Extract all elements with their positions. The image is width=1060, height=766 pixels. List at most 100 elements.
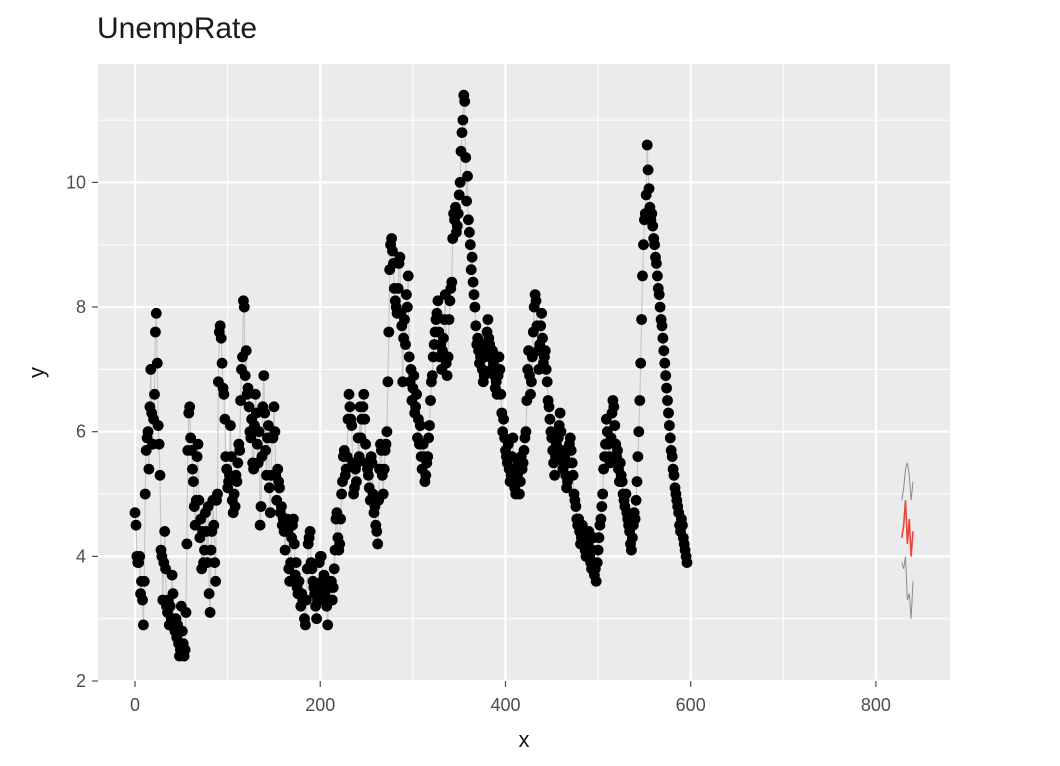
data-point: [363, 469, 374, 481]
data-point: [652, 270, 663, 282]
y-tick-label: 10: [66, 172, 86, 192]
data-point: [464, 226, 475, 238]
data-point: [304, 526, 316, 537]
data-point: [293, 575, 305, 587]
data-point: [149, 388, 160, 400]
data-point: [453, 189, 465, 201]
data-point: [632, 451, 644, 462]
data-point: [446, 276, 458, 288]
data-point: [130, 519, 142, 531]
data-point: [517, 457, 529, 469]
data-point: [514, 476, 526, 487]
data-point: [167, 588, 179, 600]
data-point: [142, 426, 154, 438]
data-point: [346, 420, 358, 431]
data-point: [351, 476, 362, 487]
data-point: [629, 513, 641, 525]
y-tick-label: 4: [76, 546, 86, 566]
data-point: [138, 575, 150, 587]
data-point: [204, 607, 216, 618]
data-point: [633, 426, 645, 438]
data-point: [535, 320, 547, 332]
y-tick-label: 2: [76, 671, 86, 691]
data-point: [401, 301, 413, 313]
data-point: [426, 370, 438, 381]
data-point: [554, 407, 566, 419]
data-point: [630, 494, 642, 506]
data-point: [336, 488, 347, 500]
data-point: [129, 507, 141, 519]
data-point: [210, 575, 222, 587]
data-point: [326, 594, 338, 606]
data-point: [555, 426, 567, 438]
data-point: [229, 501, 241, 512]
data-point: [152, 420, 164, 431]
data-point: [657, 332, 669, 344]
data-point: [658, 345, 670, 357]
data-point: [539, 345, 551, 357]
data-point: [212, 488, 223, 500]
data-point: [205, 544, 217, 556]
data-point: [668, 469, 680, 481]
data-point: [518, 445, 530, 456]
data-point: [243, 401, 255, 413]
data-point: [612, 445, 623, 456]
data-point: [268, 401, 280, 413]
data-point: [666, 451, 678, 462]
data-point: [400, 339, 411, 350]
data-point: [357, 401, 369, 413]
data-point: [242, 382, 254, 394]
data-point: [371, 526, 383, 537]
data-point: [383, 326, 395, 338]
data-point: [662, 395, 673, 406]
data-point: [656, 320, 668, 332]
data-point: [422, 451, 434, 462]
data-point: [432, 295, 444, 307]
data-point: [402, 270, 414, 282]
data-point: [218, 388, 230, 400]
data-point: [191, 451, 203, 462]
data-point: [276, 501, 287, 512]
data-point: [460, 152, 472, 163]
data-point: [159, 526, 171, 537]
data-point: [143, 463, 155, 475]
data-point: [495, 388, 507, 400]
data-point: [677, 519, 688, 531]
data-point: [593, 532, 605, 544]
data-point: [637, 270, 648, 282]
data-point: [514, 488, 525, 500]
data-point: [166, 569, 178, 581]
x-tick-label: 400: [490, 695, 520, 715]
data-point: [343, 388, 355, 400]
data-point: [663, 407, 674, 419]
data-point: [188, 476, 199, 487]
data-point: [660, 370, 672, 381]
data-point: [180, 607, 192, 618]
forecast-line: [901, 500, 914, 557]
data-point: [452, 208, 464, 220]
data-point: [279, 544, 291, 556]
data-point: [386, 233, 397, 244]
data-point: [259, 407, 271, 419]
data-point: [626, 544, 637, 556]
data-point: [238, 301, 250, 313]
data-point: [466, 251, 478, 263]
data-point: [635, 357, 647, 369]
data-point: [544, 413, 556, 425]
data-point: [469, 301, 481, 313]
data-point: [468, 289, 480, 300]
axes: 0 200 400 600 800 2 4 6 8 10: [66, 172, 891, 715]
data-point: [366, 457, 378, 469]
data-point: [401, 289, 412, 300]
data-point: [540, 364, 552, 375]
data-point: [424, 420, 435, 431]
data-point: [464, 239, 476, 251]
data-point: [240, 345, 252, 357]
data-point: [431, 307, 443, 319]
data-point: [328, 563, 340, 575]
data-point: [592, 544, 604, 556]
data-point: [139, 488, 151, 500]
x-tick-label: 800: [861, 695, 891, 715]
data-point: [300, 619, 311, 631]
data-point: [250, 388, 261, 400]
